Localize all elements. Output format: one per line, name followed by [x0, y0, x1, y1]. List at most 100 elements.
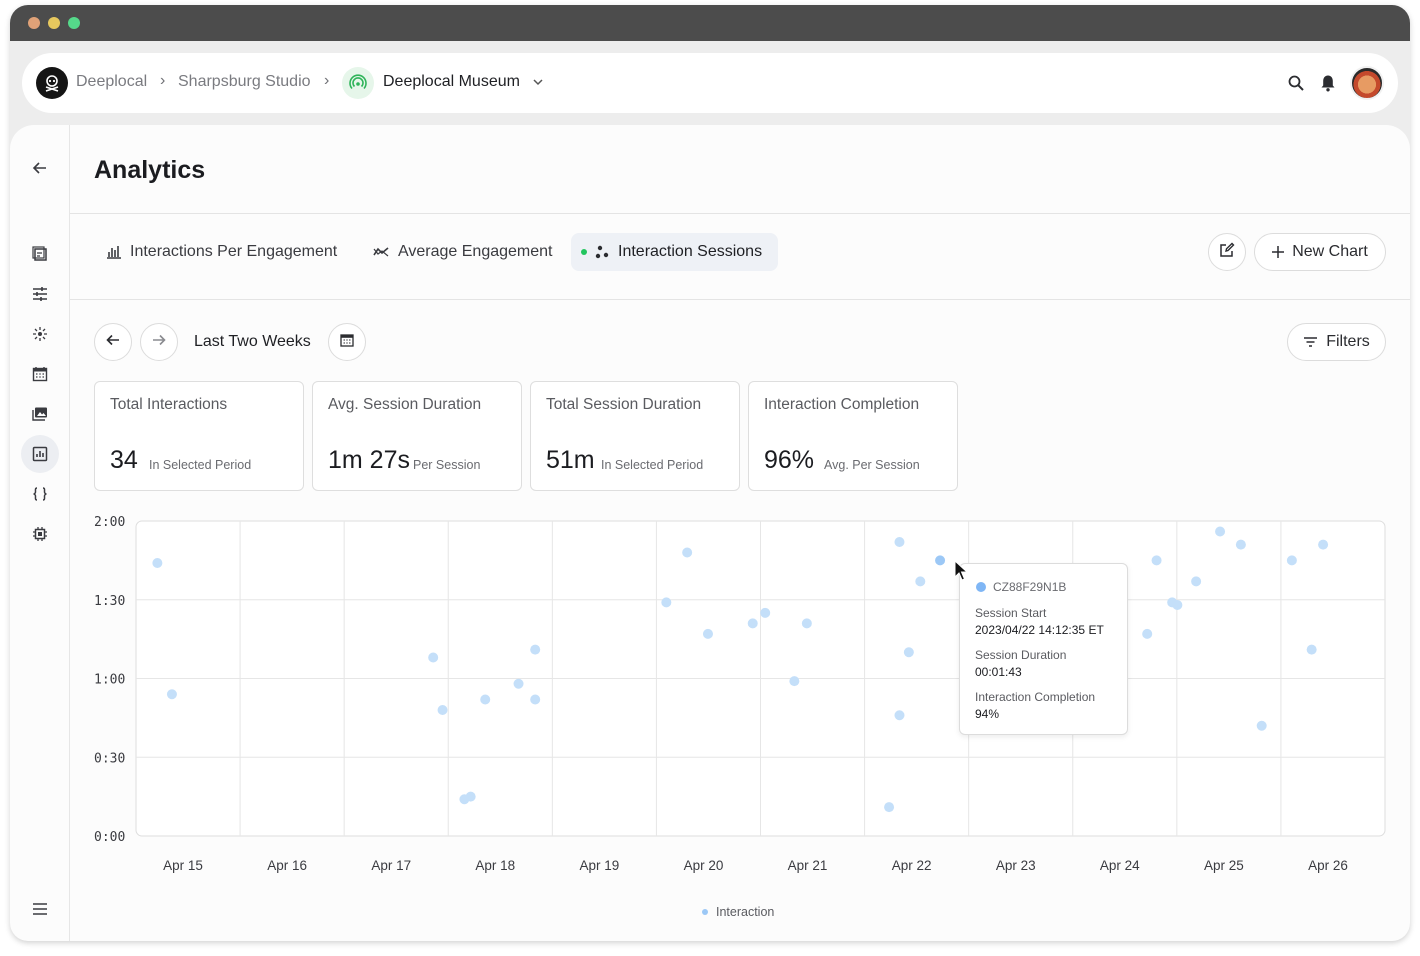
media-icon[interactable]: [21, 395, 59, 433]
plus-icon: [1272, 246, 1285, 258]
edit-icon: [1219, 242, 1235, 263]
metric-card-interaction-completion: Interaction Completion 96% Avg. Per Sess…: [748, 381, 958, 491]
tab-label: Interaction Sessions: [618, 243, 763, 260]
data-point: [1256, 720, 1267, 731]
metric-value: 51m: [546, 446, 595, 474]
arrow-right-icon: [152, 333, 166, 352]
next-period-button[interactable]: [140, 323, 178, 361]
data-point: [884, 802, 895, 813]
x-tick-label: Apr 19: [579, 858, 619, 873]
dashboard-icon[interactable]: [21, 235, 59, 273]
session-start-label: Session Start: [975, 606, 1047, 620]
chevron-right-icon: ›: [324, 72, 330, 89]
x-tick-label: Apr 21: [788, 858, 828, 873]
filter-icon: [1303, 336, 1318, 348]
metric-value: 34: [110, 446, 138, 474]
bell-icon[interactable]: [1318, 73, 1338, 93]
data-point: [801, 618, 812, 629]
scatter-icon: [595, 245, 610, 259]
metric-card-total-interactions: Total Interactions 34 In Selected Period: [94, 381, 304, 491]
user-avatar[interactable]: [1350, 66, 1384, 100]
data-point: [682, 547, 693, 558]
breadcrumb-sharpsburg-studio[interactable]: Sharpsburg Studio: [178, 73, 311, 90]
code-icon[interactable]: [21, 475, 59, 513]
data-point: [465, 791, 476, 802]
y-tick-label: 2:00: [94, 515, 125, 530]
date-picker-button[interactable]: [328, 323, 366, 361]
y-tick-label: 0:00: [94, 830, 125, 845]
session-id: CZ88F29N1B: [993, 580, 1067, 594]
x-tick-label: Apr 22: [892, 858, 932, 873]
data-point: [1286, 555, 1297, 566]
app-window: Deeplocal › Sharpsburg Studio › Deeploca…: [10, 5, 1410, 941]
breadcrumb-deeplocal-museum[interactable]: Deeplocal Museum: [383, 73, 520, 90]
skull-crossbones-logo[interactable]: [36, 67, 68, 99]
chip-icon[interactable]: [21, 515, 59, 553]
bar-chart-icon: [106, 245, 122, 259]
y-tick-label: 1:30: [94, 594, 125, 609]
new-chart-button[interactable]: New Chart: [1254, 233, 1386, 271]
chevron-down-icon[interactable]: [532, 75, 544, 93]
chevron-right-icon: ›: [160, 72, 166, 89]
data-point: [760, 607, 771, 618]
filters-button[interactable]: Filters: [1287, 323, 1386, 361]
metric-title: Interaction Completion: [764, 396, 920, 413]
minimize-window-button[interactable]: [48, 17, 60, 29]
session-start-value: 2023/04/22 14:12:35 ET: [975, 623, 1104, 637]
tab-interactions-per-engagement[interactable]: Interactions Per Engagement: [96, 233, 347, 271]
edit-chart-button[interactable]: [1208, 233, 1246, 271]
maximize-window-button[interactable]: [68, 17, 80, 29]
search-icon[interactable]: [1286, 73, 1306, 93]
breadcrumb-deeplocal[interactable]: Deeplocal: [76, 73, 148, 90]
x-tick-label: Apr 23: [996, 858, 1036, 873]
top-navigation-bar: Deeplocal › Sharpsburg Studio › Deeploca…: [22, 53, 1398, 113]
y-tick-label: 0:30: [94, 751, 125, 766]
title-bar: [10, 5, 1410, 41]
data-point: [903, 647, 914, 658]
tab-interaction-sessions[interactable]: Interaction Sessions: [571, 233, 778, 271]
interaction-completion-value: 94%: [975, 707, 1000, 721]
metric-title: Avg. Session Duration: [328, 396, 482, 413]
metric-card-avg-session-duration: Avg. Session Duration 1m 27s Per Session: [312, 381, 522, 491]
data-point: [480, 694, 491, 705]
metric-value: 96%: [764, 446, 815, 474]
x-tick-label: Apr 20: [684, 858, 724, 873]
tab-average-engagement[interactable]: Average Engagement: [363, 233, 562, 271]
data-point: [1142, 628, 1153, 639]
x-tick-label: Apr 15: [163, 858, 203, 873]
previous-period-button[interactable]: [94, 323, 132, 361]
x-tick-label: Apr 24: [1100, 858, 1140, 873]
data-point: [894, 710, 905, 721]
period-label: Last Two Weeks: [194, 333, 311, 350]
metric-subtitle: Avg. Per Session: [824, 458, 920, 472]
data-point: [530, 694, 541, 705]
calendar-icon[interactable]: [21, 355, 59, 393]
sidebar: [10, 125, 70, 941]
data-point: [152, 558, 163, 568]
analytics-icon[interactable]: [21, 435, 59, 473]
sparkle-icon[interactable]: [21, 315, 59, 353]
data-point: [935, 555, 946, 566]
session-duration-label: Session Duration: [975, 648, 1067, 662]
divider: [70, 299, 1410, 300]
tab-label: Average Engagement: [398, 243, 553, 260]
series-color-dot: [976, 582, 986, 592]
chart-legend: Interaction: [702, 905, 774, 919]
back-arrow-icon[interactable]: [21, 149, 59, 187]
interaction-completion-label: Interaction Completion: [975, 690, 1096, 704]
data-point-tooltip: CZ88F29N1B Session Start 2023/04/22 14:1…: [959, 563, 1128, 735]
data-point: [530, 644, 541, 655]
sliders-icon[interactable]: [21, 275, 59, 313]
data-point: [1215, 526, 1226, 537]
data-point: [702, 628, 713, 639]
data-point: [166, 689, 177, 700]
metric-title: Total Interactions: [110, 396, 228, 413]
calendar-icon: [340, 333, 354, 352]
x-tick-label: Apr 16: [267, 858, 307, 873]
menu-icon[interactable]: [21, 890, 59, 928]
x-tick-label: Apr 18: [475, 858, 515, 873]
data-point: [1151, 555, 1162, 566]
close-window-button[interactable]: [28, 17, 40, 29]
data-point: [1235, 539, 1246, 550]
legend-label: Interaction: [716, 905, 775, 919]
